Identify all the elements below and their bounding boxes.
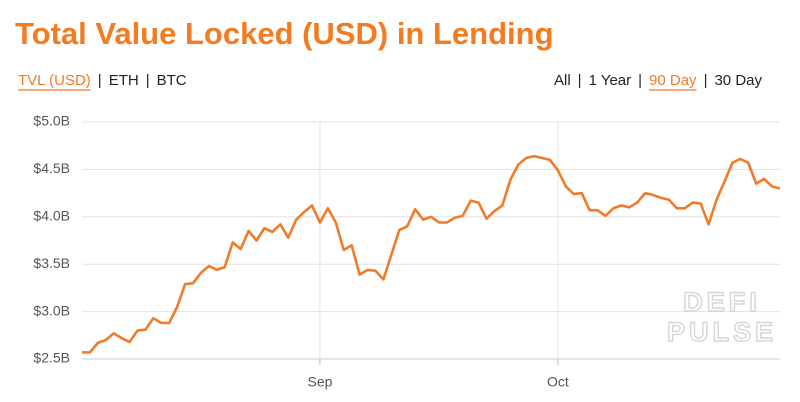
tab[interactable]: All	[554, 72, 571, 89]
tab[interactable]: BTC	[157, 72, 187, 89]
separator: |	[146, 72, 150, 89]
tab[interactable]: 30 Day	[714, 72, 762, 89]
x-tick-label: Sep	[307, 374, 332, 390]
separator: |	[704, 72, 708, 89]
watermark: DEFI	[683, 287, 761, 317]
separator: |	[578, 72, 582, 89]
y-tick-label: $3.0B	[33, 302, 70, 318]
tab[interactable]: 90 Day	[649, 72, 697, 89]
x-tick-label: Oct	[547, 374, 569, 390]
y-tick-label: $3.5B	[33, 255, 70, 271]
y-tick-label: $2.5B	[33, 350, 70, 366]
separator: |	[98, 72, 102, 89]
watermark: PULSE	[667, 317, 777, 347]
tab[interactable]: ETH	[109, 72, 139, 89]
tab[interactable]: 1 Year	[589, 72, 632, 89]
line-series	[82, 154, 781, 354]
y-tick-label: $5.0B	[33, 113, 70, 129]
y-tick-label: $4.0B	[33, 208, 70, 224]
separator: |	[638, 72, 642, 89]
chart-title: Total Value Locked (USD) in Lending	[15, 16, 554, 51]
y-tick-label: $4.5B	[33, 160, 70, 176]
tab[interactable]: TVL (USD)	[18, 72, 91, 89]
